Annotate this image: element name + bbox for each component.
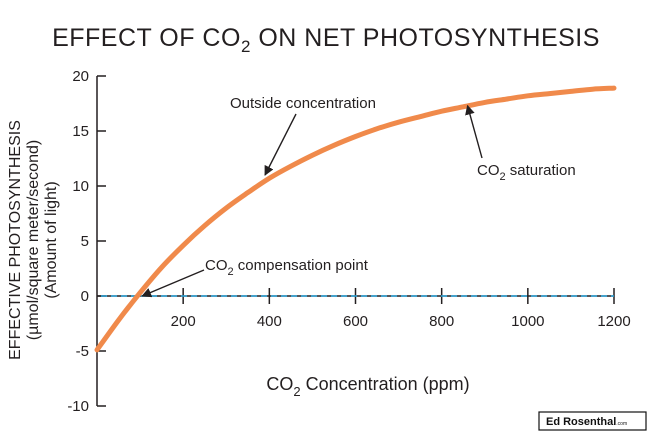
arrow-co2-compensation-point xyxy=(141,269,205,298)
logo-text: Ed Rosenthal.com xyxy=(546,416,627,428)
x-tick-label: 800 xyxy=(429,313,454,330)
annotation-outside-concentration: Outside concentration xyxy=(230,95,376,112)
logo-border xyxy=(538,411,647,431)
axes: 20 15 10 5 0 -5 -10 200 400 600 800 1000 1200 xyxy=(67,68,630,415)
y-axis-label: EFFECTIVE PHOTOSYNTHESIS (µmol/square me… xyxy=(7,120,60,360)
y-tick-label: 0 xyxy=(81,288,89,305)
y-tick-label: -10 xyxy=(67,398,89,415)
arrow-co2-saturation xyxy=(465,104,483,159)
y-axis-label-line1: EFFECTIVE PHOTOSYNTHESIS xyxy=(7,120,24,360)
x-tick-label: 200 xyxy=(171,313,196,330)
x-tick-label: 1200 xyxy=(597,313,630,330)
arrow-outside-concentration xyxy=(264,113,297,176)
y-tick-label: 5 xyxy=(81,233,89,250)
series-group xyxy=(94,85,617,353)
x-tick-label: 600 xyxy=(343,313,368,330)
chart-title: EFFECT OF CO2 ON NET PHOTOSYNTHESIS xyxy=(52,24,600,56)
y-tick-label: 10 xyxy=(72,178,89,195)
annotation-co2-compensation-point: CO2 compensation point xyxy=(205,257,369,278)
x-tick-label: 1000 xyxy=(511,313,544,330)
y-axis-label-line3: (Amount of light) xyxy=(43,181,60,298)
y-tick-label: -5 xyxy=(76,343,89,360)
annotation-co2-saturation: CO2 saturation xyxy=(477,162,576,183)
y-axis-label-line2: (µmol/square meter/second) xyxy=(25,140,42,340)
x-axis-label: CO2 Concentration (ppm) xyxy=(266,374,469,399)
y-tick-label: 15 xyxy=(72,123,89,140)
annotations-group xyxy=(141,104,483,298)
y-tick-label: 20 xyxy=(72,68,89,85)
ed-rosenthal-logo: Ed Rosenthal.com xyxy=(538,411,647,431)
series-line xyxy=(94,85,617,353)
x-tick-label: 400 xyxy=(257,313,282,330)
